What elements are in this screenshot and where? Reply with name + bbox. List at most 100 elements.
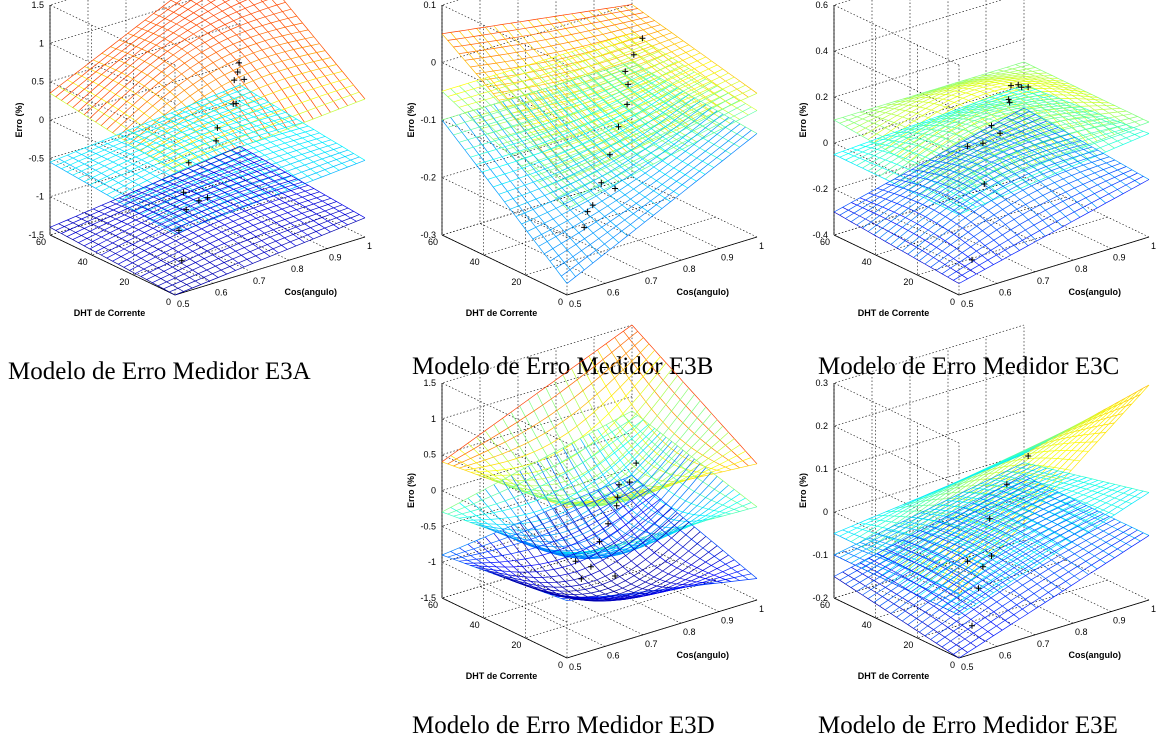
surface-1 — [441, 324, 758, 508]
data-point — [596, 538, 603, 545]
y-tick-label: 60 — [428, 600, 438, 610]
data-point — [612, 185, 619, 192]
data-point — [979, 563, 986, 570]
x-tick-label: 1 — [1151, 604, 1156, 614]
z-tick-label: -0.4 — [812, 230, 828, 240]
z-tick-label: -1 — [428, 557, 436, 567]
data-point — [204, 194, 211, 201]
data-point — [1003, 481, 1010, 488]
surface-3 — [833, 475, 1150, 659]
data-point — [587, 563, 594, 570]
y-tick-label: 20 — [903, 640, 913, 650]
y-tick-label: 60 — [820, 237, 830, 247]
z-tick-label: -0.5 — [420, 521, 436, 531]
z-tick-label: -0.1 — [420, 115, 436, 125]
x-tick-label: 0.7 — [1037, 639, 1050, 649]
x-axis-label: Cos(angulo) — [677, 287, 730, 297]
y-tick-label: 0 — [950, 297, 955, 307]
x-tick-label: 0.6 — [215, 287, 228, 297]
x-tick-label: 0.9 — [721, 253, 734, 263]
z-axis-label: Erro (%) — [406, 102, 416, 137]
surface-2 — [833, 84, 1150, 215]
surface-3 — [833, 107, 1150, 284]
data-point — [605, 520, 612, 527]
y-tick-label: 0 — [558, 297, 563, 307]
data-point — [625, 81, 632, 88]
data-points — [964, 453, 1032, 629]
data-point — [1008, 82, 1014, 89]
z-tick-label: 0.2 — [815, 92, 828, 102]
y-tick-label: 20 — [511, 640, 521, 650]
z-tick-label: -0.5 — [28, 153, 44, 163]
chart-e3d: -1.5 -1 -0.5 0 0.5 1 1.5 0.5 0.6 0.7 0.8 0.9 1 0 20 40 6… — [392, 324, 784, 708]
data-point — [175, 227, 182, 234]
z-tick-label: -0.2 — [420, 173, 436, 183]
x-tick-label: 0.6 — [607, 650, 620, 660]
caption-e3d: Modelo de Erro Medidor E3D — [412, 712, 715, 739]
y-axis-label: DHT de Corrente — [858, 308, 930, 318]
data-point — [622, 68, 629, 75]
surface-1 — [833, 384, 1150, 594]
data-point — [234, 68, 241, 75]
z-tick-label: -0.2 — [812, 184, 828, 194]
z-tick-label: 0.1 — [423, 0, 436, 10]
data-point — [180, 189, 187, 196]
y-tick-label: 60 — [36, 237, 46, 247]
data-point — [988, 553, 995, 559]
caption-e3e: Modelo de Erro Medidor E3E — [818, 712, 1118, 739]
surface-1 — [833, 61, 1150, 192]
x-tick-label: 0.7 — [645, 639, 658, 649]
data-points — [581, 35, 646, 231]
y-tick-label: 60 — [820, 600, 830, 610]
data-point — [185, 159, 192, 166]
z-tick-label: -1.5 — [28, 230, 44, 240]
z-tick-label: 0 — [431, 58, 436, 68]
x-tick-label: 0.9 — [329, 253, 342, 263]
z-tick-label: -0.1 — [812, 550, 828, 560]
y-tick-label: 20 — [119, 277, 129, 287]
z-tick-label: 0.1 — [815, 464, 828, 474]
data-point — [183, 206, 190, 213]
data-points — [175, 59, 248, 264]
x-tick-label: 0.8 — [683, 627, 696, 637]
x-tick-label: 0.9 — [1113, 616, 1126, 626]
y-axis-label: DHT de Corrente — [466, 671, 538, 681]
y-tick-label: 0 — [558, 660, 563, 670]
chart-e3c: -0.4 -0.2 0 0.2 0.4 0.6 0.5 0.6 0.7 0.8 0.9 1 0 20 40 6… — [784, 0, 1176, 345]
chart-e3b: -0.3 -0.2 -0.1 0 0.1 0.5 0.6 0.7 0.8 0.9 1 0 20 40 60 C… — [392, 0, 784, 345]
data-point — [969, 256, 975, 263]
x-tick-label: 0.8 — [683, 264, 696, 274]
data-point — [614, 494, 621, 501]
x-tick-label: 0.5 — [961, 299, 974, 309]
data-point — [230, 100, 237, 107]
y-tick-label: 20 — [511, 277, 521, 287]
chart-e3d-svg: -1.5 -1 -0.5 0 0.5 1 1.5 0.5 0.6 0.7 0.8 0.9 1 0 20 40 6… — [406, 324, 764, 681]
surface-2 — [833, 462, 1150, 616]
z-tick-label: -1 — [36, 192, 44, 202]
x-tick-label: 1 — [1151, 241, 1156, 251]
y-tick-label: 0 — [166, 297, 171, 307]
data-point — [1006, 99, 1013, 106]
data-point — [1018, 84, 1025, 91]
chart-e3c-svg: -0.4 -0.2 0 0.2 0.4 0.6 0.5 0.6 0.7 0.8 0.9 1 0 20 40 6… — [798, 0, 1156, 318]
caption-e3a: Modelo de Erro Medidor E3A — [8, 358, 311, 385]
data-point — [231, 77, 238, 84]
z-axis-label: Erro (%) — [798, 473, 808, 508]
data-point — [979, 140, 986, 147]
data-point — [997, 130, 1004, 137]
y-tick-label: 0 — [950, 660, 955, 670]
x-tick-label: 0.8 — [1075, 264, 1088, 274]
data-point — [1025, 84, 1032, 90]
x-tick-label: 1 — [759, 604, 764, 614]
data-point — [630, 51, 637, 58]
y-tick-label: 40 — [470, 620, 480, 630]
z-tick-label: 0 — [39, 115, 44, 125]
z-tick-label: 1 — [431, 414, 436, 424]
data-point — [581, 224, 588, 231]
data-point — [584, 208, 591, 215]
z-tick-label: 0 — [431, 486, 436, 496]
x-tick-label: 0.8 — [291, 264, 304, 274]
chart-e3a: -1.5 -1 -0.5 0 0.5 1 1.5 0.5 0.6 0.7 0.8 0.9 1 0 20 40 6… — [0, 0, 392, 345]
data-points — [572, 460, 640, 582]
z-axis-label: Erro (%) — [406, 473, 416, 508]
